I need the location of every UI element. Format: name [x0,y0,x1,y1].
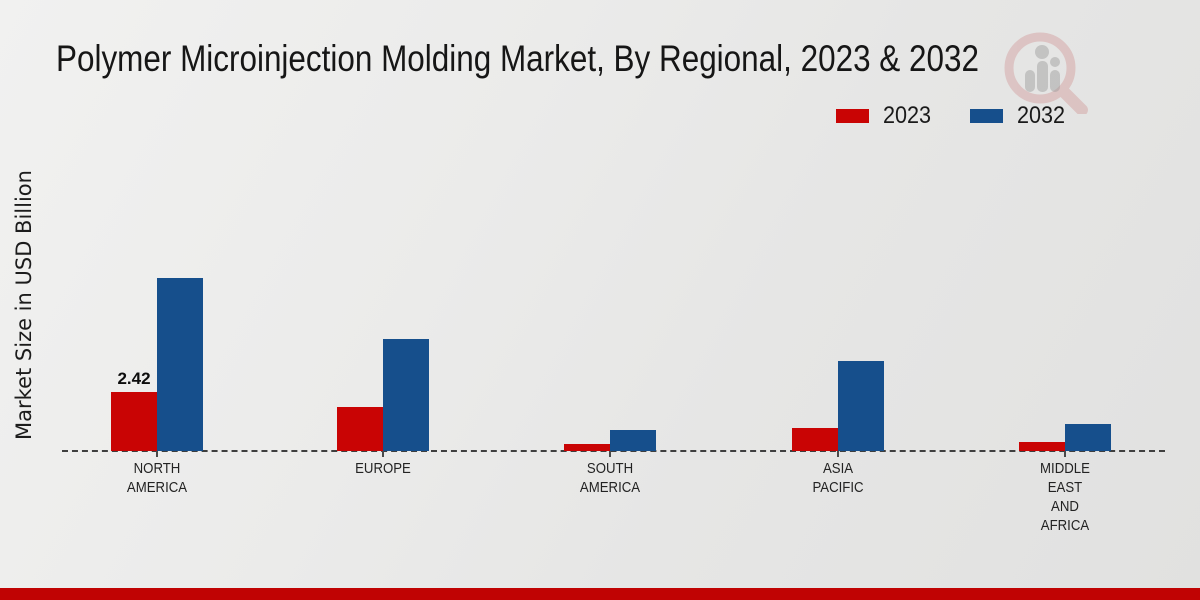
legend-item-2032: 2032 [970,102,1070,130]
axis-tick-north-america [156,451,158,457]
axis-tick-south-america [609,451,611,457]
bar-2023-middle-east-and-africa [1019,442,1065,451]
axis-tick-asia-pacific [837,451,839,457]
bar-2023-asia-pacific [792,428,838,451]
bar-2032-south-america [610,430,656,451]
magnifier-logo-watermark-icon [1004,32,1088,114]
bar-2032-north-america [157,278,203,451]
zero-baseline-dashed [62,450,1165,452]
category-label-asia-pacific: ASIA PACIFIC [812,460,864,496]
category-label-europe: EUROPE [355,460,411,477]
chart-legend: 2023 2032 [836,102,1071,130]
axis-tick-middle-east-and-africa [1064,451,1066,457]
axis-tick-europe [382,451,384,457]
y-axis-label: Market Size in USD Billion [12,170,36,440]
category-label-middle-east-and-africa: MIDDLE EAST AND AFRICA [1040,460,1090,534]
footer-accent-band [0,588,1200,600]
bar-2032-middle-east-and-africa [1065,424,1111,451]
value-label-2023-north-america: 2.42 [117,369,151,388]
legend-label: 2032 [1017,102,1066,129]
bar-2023-europe [337,407,383,451]
category-label-north-america: NORTH AMERICA [126,460,188,496]
bar-2023-south-america [564,444,610,451]
legend-swatch-2032 [970,109,1004,123]
bar-2032-asia-pacific [838,361,884,451]
legend-label: 2023 [883,102,932,129]
chart-title: Polymer Microinjection Molding Market, B… [56,38,979,79]
legend-item-2023: 2023 [836,102,936,130]
category-label-south-america: SOUTH AMERICA [579,460,641,496]
bar-2032-europe [383,339,429,451]
bar-2023-north-america [111,392,157,451]
legend-swatch-2023 [836,109,869,123]
